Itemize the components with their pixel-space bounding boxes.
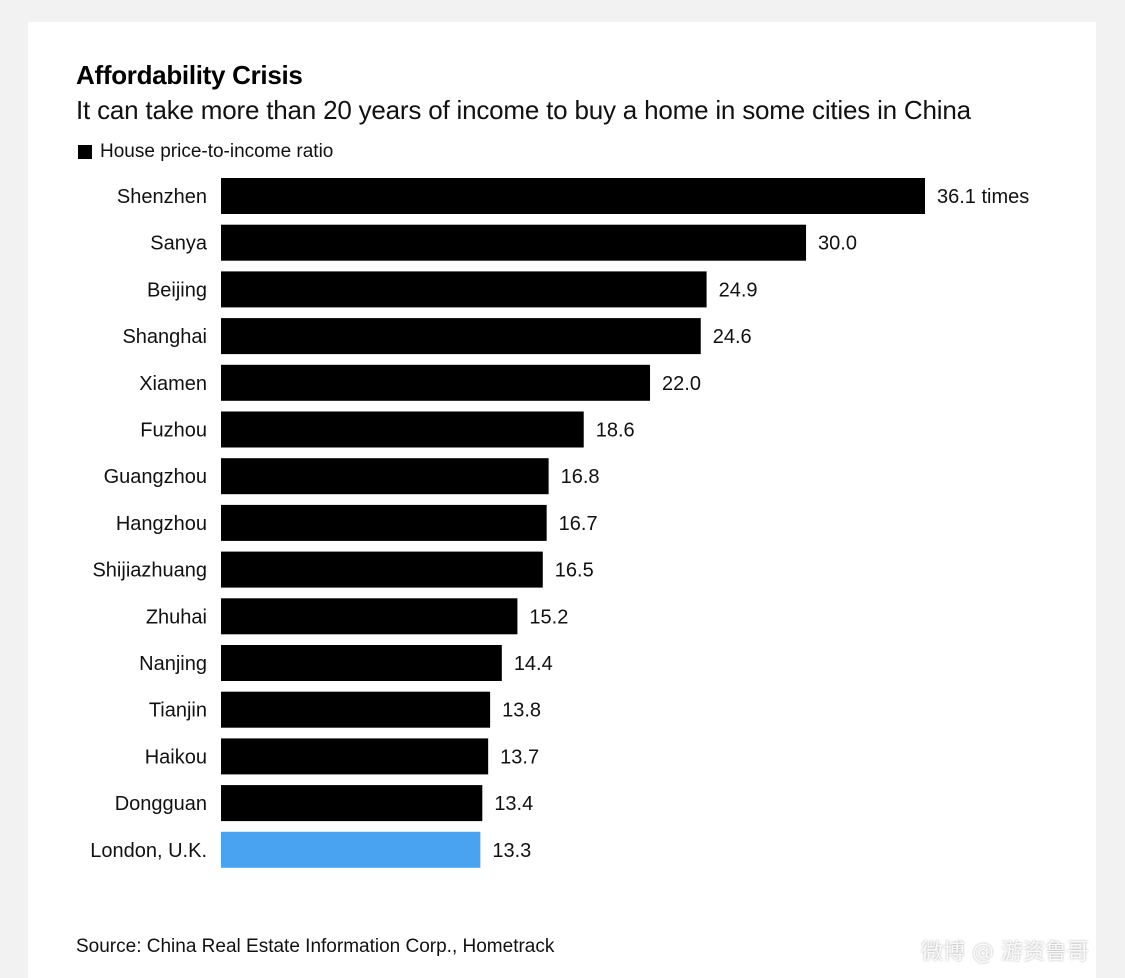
bar	[221, 504, 547, 541]
bar	[221, 645, 502, 681]
bar	[221, 831, 481, 868]
bar	[221, 271, 707, 308]
category-label: Sanya	[150, 233, 208, 255]
source-note: Source: China Real Estate Information Co…	[76, 936, 555, 957]
bar	[221, 738, 489, 775]
bar	[221, 178, 925, 214]
value-label: 13.4	[494, 793, 533, 815]
category-label: Shenzhen	[117, 186, 207, 208]
bar	[221, 364, 651, 401]
category-label: Zhuhai	[146, 606, 207, 628]
category-label: Hangzhou	[116, 513, 207, 535]
value-label: 24.9	[719, 279, 758, 301]
value-label: 13.7	[500, 746, 539, 768]
category-label: Fuzhou	[140, 420, 207, 442]
category-label: Dongguan	[115, 793, 207, 815]
value-label: 22.0	[662, 373, 701, 395]
category-label: London, U.K.	[90, 840, 207, 862]
category-label: Guangzhou	[104, 466, 207, 488]
value-label: 14.4	[514, 653, 553, 675]
bar	[221, 411, 584, 448]
bar	[221, 691, 491, 728]
category-label: Nanjing	[139, 653, 207, 675]
category-label: Beijing	[147, 279, 207, 301]
legend-swatch	[78, 145, 92, 159]
weibo-logo-icon	[889, 941, 914, 960]
value-label: 30.0	[818, 233, 857, 255]
chart-title: Affordability Crisis	[76, 60, 303, 90]
bar	[221, 598, 518, 635]
bar	[221, 318, 701, 355]
legend: House price-to-income ratio	[78, 140, 333, 164]
value-label: 24.6	[713, 326, 752, 348]
category-label: Tianjin	[149, 700, 207, 722]
watermark: 微博 @ 游资鲁哥	[889, 934, 1089, 966]
value-label: 16.8	[561, 466, 600, 488]
value-label: 18.6	[596, 420, 635, 442]
chart-subtitle: It can take more than 20 years of income…	[76, 95, 971, 125]
bar	[221, 224, 807, 261]
bar	[221, 785, 483, 822]
value-label: 16.5	[555, 560, 594, 582]
value-label: 13.3	[492, 840, 531, 862]
value-label: 13.8	[502, 700, 541, 722]
value-label: 36.1 times	[937, 186, 1029, 208]
value-label: 16.7	[559, 513, 598, 535]
category-label: Xiamen	[139, 373, 207, 395]
category-label: Shanghai	[122, 326, 207, 348]
category-label: Haikou	[145, 746, 207, 768]
category-label: Shijiazhuang	[92, 560, 207, 582]
watermark-text: 微博 @ 游资鲁哥	[921, 940, 1089, 965]
legend-label: House price-to-income ratio	[100, 141, 334, 162]
bar	[221, 551, 543, 588]
value-label: 15.2	[529, 606, 568, 628]
bar	[221, 458, 549, 495]
